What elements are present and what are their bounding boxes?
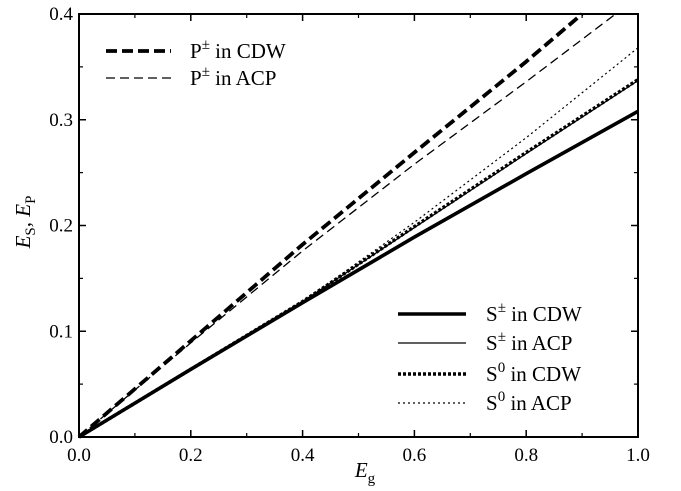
series-line-5 [78,78,639,439]
legend-label-s-cdw-base: S [486,302,498,326]
y-axis-label-sub-3: P [23,196,39,204]
legend-label-s0-acp-rest: in ACP [505,391,572,415]
x-tick-label: 0.6 [403,445,427,466]
legend-label-s0-cdw-rest: in CDW [505,362,581,386]
plot-series [77,12,639,439]
legend-label-s-acp-sup: ± [498,329,506,345]
legend-label-p-cdw-sup: ± [202,37,210,53]
legend-label-p-acp-rest: in ACP [210,66,277,90]
legend-label-s0-acp-base: S [486,391,498,415]
legend-top-left: P± in CDW P± in ACP [106,37,286,90]
y-axis-label-sub-1: S [23,227,39,235]
legend-label-s-acp: S± in ACP [486,329,572,355]
y-tick-label: 0.0 [49,427,73,448]
x-tick-label: 0.0 [67,445,91,466]
legend-label-s0-acp-sup: 0 [498,389,506,405]
legend-label-s-cdw: S± in CDW [486,300,582,326]
y-tick-label: 0.1 [49,321,73,342]
legend-bottom-right: S± in CDW S± in ACP S0 in CDW S0 in ACP [398,300,582,415]
y-axis-label: ES, EP [11,196,39,250]
legend-label-p-acp-sup: ± [202,64,210,80]
legend-label-p-acp: P± in ACP [190,64,276,90]
legend-label-s-cdw-rest: in CDW [506,302,582,326]
axis-tick-labels: 0.0 0.2 0.4 0.6 0.8 1.0 0.0 0.1 0.2 0.3 0.4 [49,4,650,466]
y-axis-label-part-2: , [11,217,35,228]
legend-label-s-acp-base: S [486,331,498,355]
series-line-1 [77,12,584,439]
series-line-2 [78,13,616,438]
x-tick-label: 0.4 [291,445,315,466]
legend-label-s0-acp: S0 in ACP [486,389,572,415]
y-axis-label-part-1: E [11,235,35,249]
legend-label-p-acp-base: P [190,66,202,90]
legend-label-s0-cdw-base: S [486,362,498,386]
legend-label-s-acp-rest: in ACP [506,331,573,355]
x-axis-label-main: E [354,458,368,482]
legend-label-p-cdw-base: P [190,39,202,63]
legend-label-p-cdw: P± in CDW [190,37,286,63]
x-tick-label: 0.2 [179,445,203,466]
legend-label-p-cdw-rest: in CDW [210,39,286,63]
x-tick-label: 1.0 [626,445,650,466]
axis-ticks [78,13,639,438]
y-tick-label: 0.2 [49,216,73,237]
legend-label-s0-cdw-sup: 0 [498,360,506,376]
y-tick-label: 0.3 [49,110,73,131]
y-tick-label: 0.4 [49,4,73,25]
x-tick-label: 0.8 [514,445,538,466]
x-axis-label-sub: g [368,471,376,487]
x-axis-label: Eg [354,458,376,487]
y-axis-label-part-3: E [11,204,35,218]
legend-label-s0-cdw: S0 in CDW [486,360,581,386]
legend-label-s-cdw-sup: ± [498,300,506,316]
